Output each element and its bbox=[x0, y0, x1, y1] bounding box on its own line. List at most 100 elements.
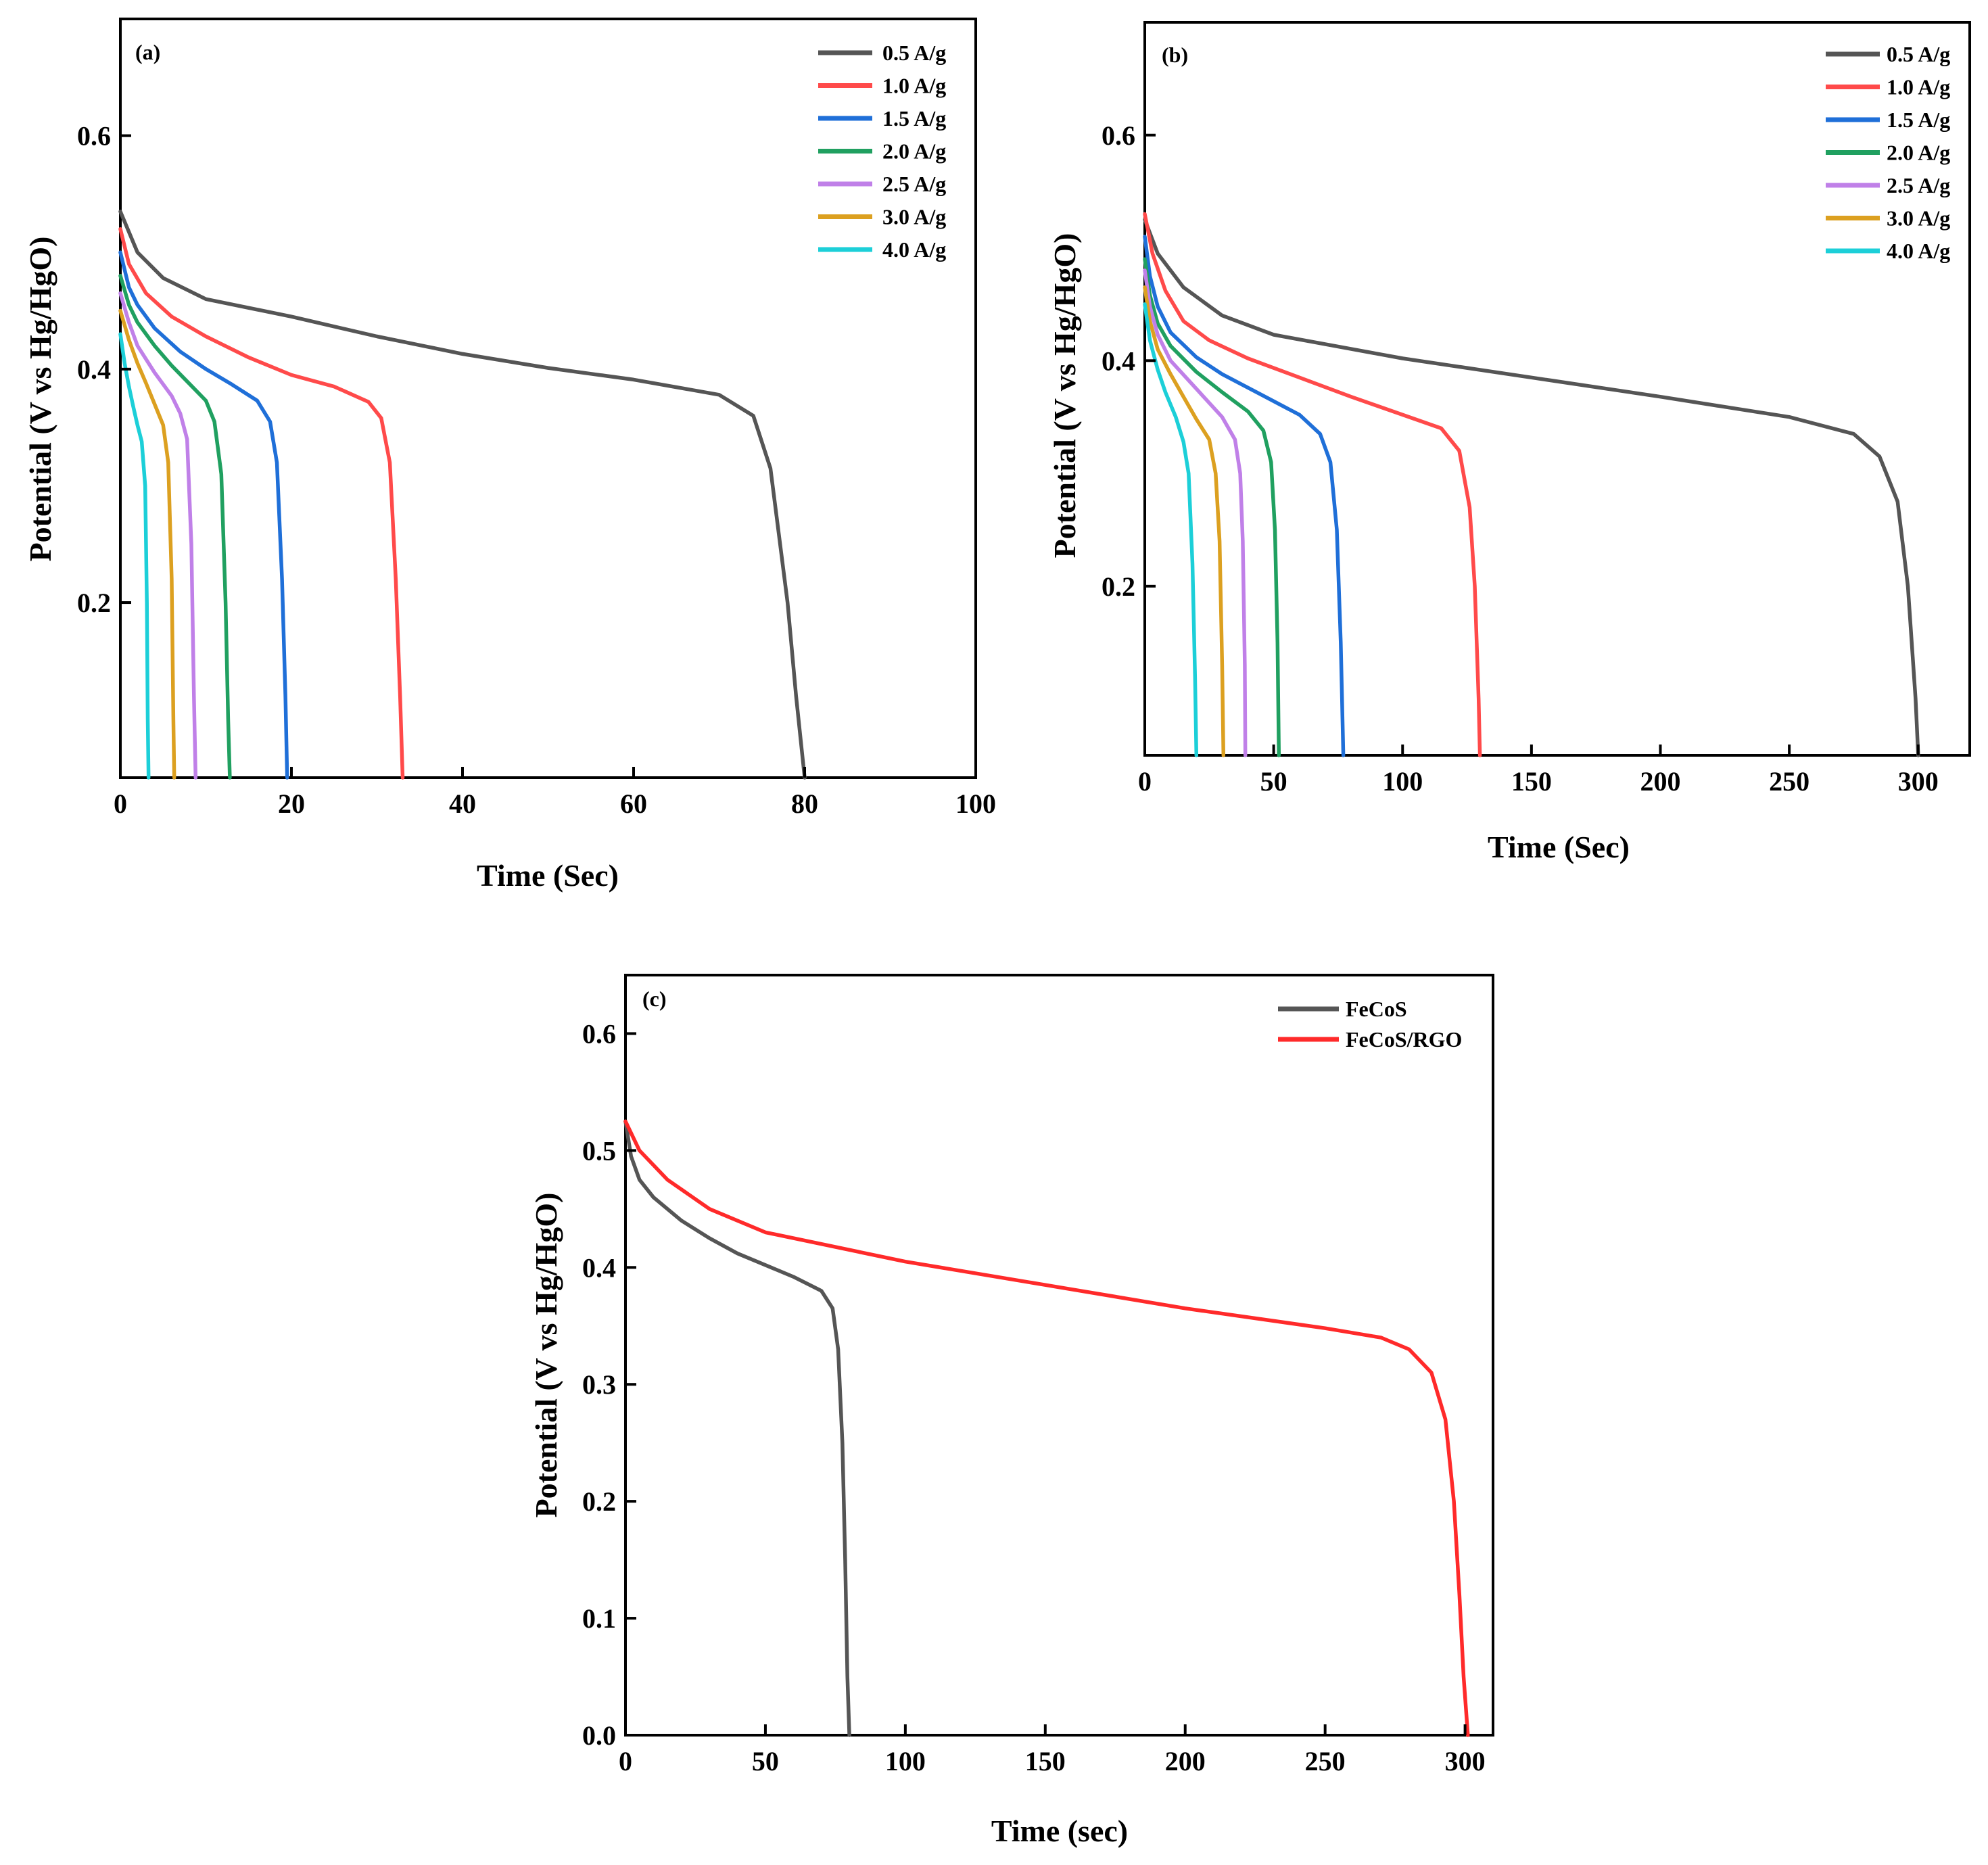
panel-c-y-tick-label: 0.3 bbox=[582, 1369, 616, 1400]
panel-a-x-axis-title: Time (Sec) bbox=[477, 858, 619, 893]
panel-b-legend: 0.5 A/g 1.0 A/g 1.5 A/g 2.0 A/g 2.5 A/g 3.0 A… bbox=[1826, 42, 1950, 263]
panel-c-x-tick-label: 100 bbox=[885, 1746, 926, 1776]
panel-a-legend-label: 1.5 A/g bbox=[882, 106, 946, 131]
panel-a-legend-item: 0.5 A/g bbox=[818, 41, 946, 65]
panel-c-x-tick-label: 300 bbox=[1445, 1746, 1486, 1776]
panel-c-legend-label: FeCoS bbox=[1346, 997, 1407, 1021]
panel-a-ticks-layer: 0 20 40 60 80 100 0.2 0.4 0.6 bbox=[77, 121, 996, 819]
panel-b-legend-label: 1.5 A/g bbox=[1887, 108, 1950, 132]
panel-b-legend-label: 0.5 A/g bbox=[1887, 42, 1950, 66]
panel-b-legend-item: 3.0 A/g bbox=[1826, 206, 1950, 231]
panel-b-y-tick-label: 0.2 bbox=[1102, 571, 1135, 602]
panel-c-legend-item: FeCoS/RGO bbox=[1278, 1027, 1462, 1052]
panel-a-legend-label: 4.0 A/g bbox=[882, 237, 946, 262]
panel-a-legend-item: 2.0 A/g bbox=[818, 139, 946, 164]
panel-a-series-line-7 bbox=[118, 332, 151, 780]
panel-b-x-axis-title: Time (Sec) bbox=[1488, 830, 1630, 864]
panel-a-y-tick-label: 0.4 bbox=[77, 354, 111, 385]
panel-c-x-tick-label: 0 bbox=[619, 1746, 632, 1776]
panel-c-series-layer bbox=[623, 1119, 1470, 1737]
panel-b-x-tick-label: 250 bbox=[1769, 766, 1809, 797]
panel-b-legend-label: 1.0 A/g bbox=[1887, 75, 1950, 99]
panel-b-x-tick-label: 50 bbox=[1260, 766, 1287, 797]
panel-b-chart: (b) 0 50 100 150 200 250 300 0.2 0.4 0.6 0.5 A/g 1… bbox=[1047, 21, 1971, 864]
panel-b-legend-item: 4.0 A/g bbox=[1826, 239, 1950, 263]
panel-b-legend-label: 2.5 A/g bbox=[1887, 173, 1950, 197]
panel-c-legend-label: FeCoS/RGO bbox=[1346, 1027, 1462, 1052]
panel-a-legend-label: 2.0 A/g bbox=[882, 139, 946, 164]
panel-c-ticks-layer: 0 50 100 150 200 250 300 0.0 0.1 0.2 0.3 0.4 0.5 0.6 bbox=[582, 1018, 1486, 1776]
panel-b-series-line-1 bbox=[1143, 218, 1920, 757]
panel-a-x-tick-label: 40 bbox=[449, 788, 476, 819]
panel-c-y-tick-label: 0.5 bbox=[582, 1135, 616, 1166]
panel-b-x-tick-label: 0 bbox=[1138, 766, 1152, 797]
panel-c-y-tick-label: 0.2 bbox=[582, 1486, 616, 1517]
panel-c-y-tick-label: 0.0 bbox=[582, 1720, 616, 1751]
panel-a-x-tick-label: 60 bbox=[620, 788, 647, 819]
panel-a-series-layer bbox=[118, 210, 807, 780]
panel-a-legend: 0.5 A/g 1.0 A/g 1.5 A/g 2.0 A/g 2.5 A/g 3.0 A… bbox=[818, 41, 946, 262]
panel-b-plot-frame bbox=[1143, 21, 1971, 757]
panel-a-legend-label: 0.5 A/g bbox=[882, 41, 946, 65]
panel-a-legend-item: 4.0 A/g bbox=[818, 237, 946, 262]
panel-b-ticks-layer: 0 50 100 150 200 250 300 0.2 0.4 0.6 bbox=[1102, 120, 1939, 797]
panel-c-legend: FeCoS FeCoS/RGO bbox=[1278, 997, 1462, 1052]
panel-c-legend-item: FeCoS bbox=[1278, 997, 1407, 1021]
panel-b-legend-label: 2.0 A/g bbox=[1887, 141, 1950, 165]
panel-c-label: (c) bbox=[642, 987, 667, 1011]
panel-b-label: (b) bbox=[1162, 43, 1188, 67]
panel-b-series-line-6 bbox=[1143, 285, 1226, 757]
panel-c-chart: (c) 0 50 100 150 200 250 300 0.0 0.1 0.2 0.3 0.4 0.5… bbox=[529, 974, 1494, 1848]
panel-c-x-axis-title: Time (sec) bbox=[991, 1814, 1128, 1848]
panel-c-x-tick-label: 50 bbox=[752, 1746, 779, 1776]
panel-c-series-line-2 bbox=[623, 1119, 1470, 1737]
panel-c-y-tick-label: 0.1 bbox=[582, 1603, 616, 1634]
panel-a-y-axis-title: Potential (V vs Hg/HgO) bbox=[23, 237, 57, 562]
panel-a-legend-label: 2.5 A/g bbox=[882, 172, 946, 196]
panel-a-x-tick-label: 100 bbox=[955, 788, 996, 819]
panel-a-legend-label: 1.0 A/g bbox=[882, 74, 946, 98]
panel-c-x-tick-label: 250 bbox=[1305, 1746, 1346, 1776]
panel-c-y-tick-label: 0.4 bbox=[582, 1252, 616, 1283]
panel-c-y-axis-title: Potential (V vs Hg/HgO) bbox=[529, 1193, 563, 1518]
panel-b-legend-item: 1.0 A/g bbox=[1826, 75, 1950, 99]
panel-c-series-line-1 bbox=[623, 1119, 851, 1737]
panel-b-legend-item: 2.5 A/g bbox=[1826, 173, 1950, 197]
panel-a-series-line-3 bbox=[118, 250, 289, 780]
panel-a-legend-label: 3.0 A/g bbox=[882, 205, 946, 229]
panel-a-y-tick-label: 0.2 bbox=[77, 588, 111, 618]
panel-a-chart: (a) 0 20 40 60 80 100 0.2 0.4 0.6 0.5 A/g 1.0 A/g… bbox=[23, 18, 996, 893]
panel-b-x-tick-label: 150 bbox=[1511, 766, 1552, 797]
panel-a-legend-item: 1.5 A/g bbox=[818, 106, 946, 131]
panel-b-series-line-2 bbox=[1143, 212, 1482, 757]
panel-b-x-tick-label: 200 bbox=[1640, 766, 1681, 797]
panel-c-x-tick-label: 150 bbox=[1025, 1746, 1066, 1776]
panel-a-plot-frame bbox=[119, 18, 977, 779]
panel-a-series-line-1 bbox=[118, 210, 807, 780]
panel-a-label: (a) bbox=[135, 40, 160, 64]
panel-b-legend-label: 4.0 A/g bbox=[1887, 239, 1950, 263]
panel-a-series-line-4 bbox=[118, 274, 232, 780]
panel-b-series-line-3 bbox=[1143, 235, 1346, 757]
panel-a-legend-item: 3.0 A/g bbox=[818, 205, 946, 229]
panel-c-y-tick-label: 0.6 bbox=[582, 1018, 616, 1049]
panel-b-series-line-7 bbox=[1143, 302, 1199, 757]
panel-b-series-line-5 bbox=[1143, 268, 1248, 757]
panel-a-series-line-2 bbox=[118, 227, 405, 780]
panel-c-x-tick-label: 200 bbox=[1165, 1746, 1206, 1776]
panel-a-legend-item: 2.5 A/g bbox=[818, 172, 946, 196]
panel-b-legend-label: 3.0 A/g bbox=[1887, 206, 1950, 231]
panel-a-legend-item: 1.0 A/g bbox=[818, 74, 946, 98]
panel-b-series-line-4 bbox=[1143, 257, 1281, 757]
panel-b-series-layer bbox=[1143, 212, 1920, 757]
panel-a-x-tick-label: 80 bbox=[791, 788, 818, 819]
panel-a-x-tick-label: 0 bbox=[114, 788, 127, 819]
panel-b-x-tick-label: 100 bbox=[1382, 766, 1423, 797]
panel-c-plot-frame bbox=[624, 974, 1494, 1737]
panel-b-x-tick-label: 300 bbox=[1898, 766, 1939, 797]
panel-b-legend-item: 0.5 A/g bbox=[1826, 42, 1950, 66]
panel-a-x-tick-label: 20 bbox=[278, 788, 305, 819]
panel-a-series-line-6 bbox=[118, 308, 176, 780]
panel-a-y-tick-label: 0.6 bbox=[77, 121, 111, 151]
